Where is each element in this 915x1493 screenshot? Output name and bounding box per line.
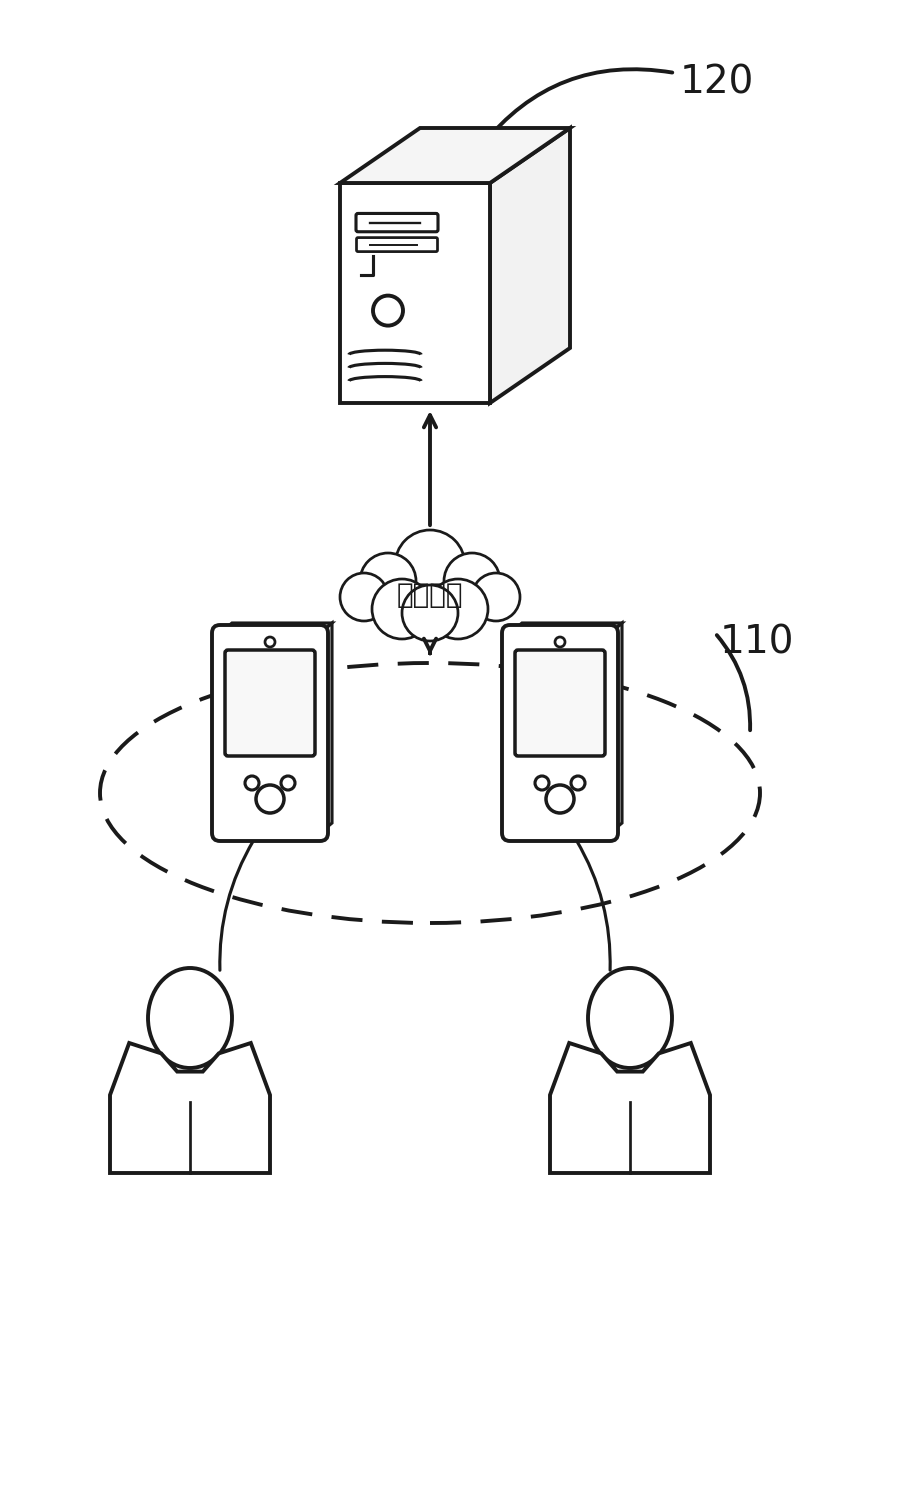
Polygon shape — [490, 128, 570, 403]
Circle shape — [402, 585, 458, 640]
Polygon shape — [550, 1044, 710, 1173]
Circle shape — [372, 579, 432, 639]
Text: 110: 110 — [720, 623, 794, 661]
Circle shape — [395, 530, 465, 600]
FancyBboxPatch shape — [356, 213, 438, 231]
FancyBboxPatch shape — [515, 649, 605, 755]
Circle shape — [340, 573, 388, 621]
Ellipse shape — [148, 967, 232, 1067]
Polygon shape — [510, 623, 622, 633]
Polygon shape — [110, 1044, 270, 1173]
Text: 120: 120 — [680, 63, 754, 102]
FancyBboxPatch shape — [212, 626, 328, 841]
Circle shape — [428, 579, 488, 639]
Polygon shape — [220, 623, 332, 633]
Polygon shape — [340, 128, 570, 184]
Circle shape — [360, 552, 416, 609]
Polygon shape — [610, 623, 622, 833]
FancyBboxPatch shape — [502, 626, 618, 841]
FancyBboxPatch shape — [225, 649, 315, 755]
Ellipse shape — [588, 967, 672, 1067]
Circle shape — [444, 552, 500, 609]
Text: 网络连接: 网络连接 — [397, 581, 463, 609]
FancyBboxPatch shape — [357, 237, 437, 252]
Circle shape — [472, 573, 520, 621]
Polygon shape — [340, 184, 490, 403]
Polygon shape — [320, 623, 332, 833]
